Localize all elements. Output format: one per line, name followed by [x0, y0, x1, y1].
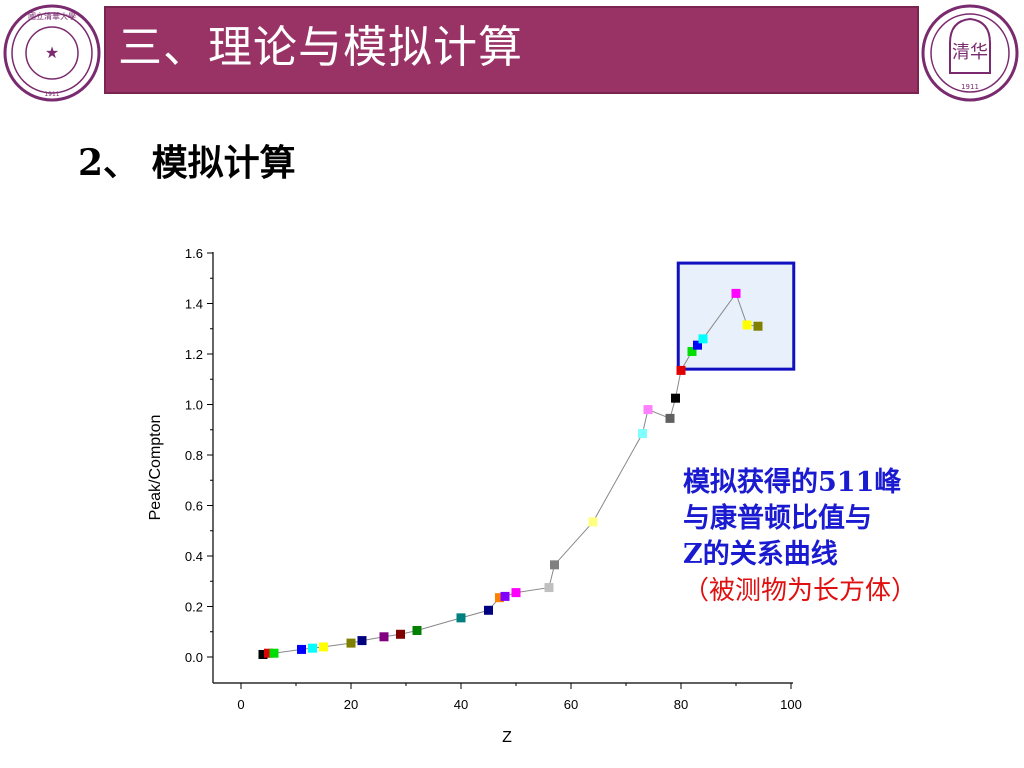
data-point [495, 593, 504, 603]
annotation-line-4: （被测物为长方体） [683, 576, 918, 606]
section-subtitle: 2、 模拟计算 [78, 142, 296, 184]
bell-logo-text: 清华 [952, 42, 988, 63]
y-tick-label: 0.6 [185, 499, 203, 514]
x-tick-label: 20 [344, 697, 358, 712]
y-tick-label: 1.2 [185, 347, 203, 362]
data-point [484, 605, 493, 615]
data-point [698, 334, 708, 344]
data-point [269, 648, 279, 658]
data-point [308, 643, 317, 653]
annotation-line-1: 模拟获得的511峰 [683, 467, 902, 498]
data-point [511, 588, 521, 598]
bell-logo-year: 1911 [961, 83, 979, 91]
data-point [346, 638, 356, 648]
data-point [357, 636, 367, 646]
data-point [671, 393, 680, 403]
seal-year: 1911 [44, 91, 59, 98]
data-point [731, 288, 741, 298]
y-tick-label: 1.4 [185, 297, 203, 312]
data-point [588, 517, 598, 527]
page-title: 三、理论与模拟计算 [118, 22, 523, 73]
x-tick-label: 60 [564, 697, 578, 712]
data-point [396, 629, 405, 639]
data-point [264, 648, 273, 658]
data-point [693, 340, 702, 350]
tsinghua-bell-logo-right: 清华 1911 [921, 4, 1019, 102]
data-point [665, 413, 675, 423]
data-point [500, 591, 510, 601]
y-tick-label: 1.0 [185, 398, 203, 413]
x-tick-label: 80 [674, 697, 688, 712]
y-tick-label: 0.4 [185, 549, 203, 564]
x-axis-label: Z [502, 729, 512, 746]
data-point [297, 644, 306, 654]
seal-top-text: 國立清華大學 [28, 11, 76, 21]
svg-text:★: ★ [45, 43, 59, 62]
title-bar: 三、理论与模拟计算 [104, 6, 919, 94]
annotation-line-3: Z的关系曲线 [683, 539, 838, 570]
chart-annotation: 模拟获得的511峰 与康普顿比值与 Z的关系曲线 （被测物为长方体） [683, 465, 917, 609]
data-point [638, 429, 647, 439]
data-point [742, 320, 752, 330]
data-point [379, 632, 389, 642]
data-point [643, 405, 653, 415]
annotation-line-2: 与康普顿比值与 [683, 503, 872, 534]
highlight-box [676, 261, 796, 371]
y-axis-label: Peak/Compton [147, 415, 164, 521]
data-point [550, 560, 559, 570]
x-tick-label: 40 [454, 697, 468, 712]
data-point [412, 625, 422, 635]
x-tick-label: 100 [780, 697, 802, 712]
y-tick-label: 1.6 [185, 246, 203, 261]
y-tick-label: 0.0 [185, 650, 203, 665]
data-point [687, 346, 697, 356]
data-point [319, 642, 328, 652]
tsinghua-seal-logo-left: 國立清華大學 1911 ★ [3, 4, 101, 102]
y-tick-label: 0.2 [185, 600, 203, 615]
y-tick-label: 0.8 [185, 448, 203, 463]
x-tick-label: 0 [237, 697, 244, 712]
data-point [258, 649, 268, 659]
data-point [676, 365, 686, 375]
data-point [544, 583, 554, 593]
data-point [753, 321, 763, 331]
data-point [456, 613, 466, 623]
